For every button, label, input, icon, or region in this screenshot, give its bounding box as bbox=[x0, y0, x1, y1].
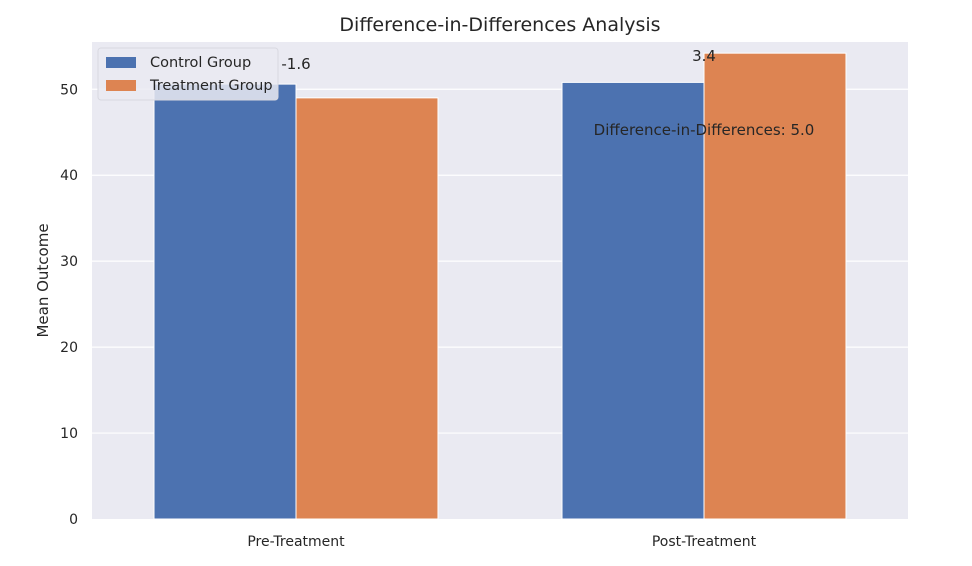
y-tick-label: 50 bbox=[60, 82, 78, 98]
x-tick-label: Pre-Treatment bbox=[247, 534, 345, 550]
y-tick-label: 20 bbox=[60, 340, 78, 356]
tick-labels: 0 10 20 30 40 50 Pre-Treatment Post-Treatment bbox=[60, 82, 756, 550]
y-tick-label: 40 bbox=[60, 168, 78, 184]
legend-label-control: Control Group bbox=[150, 55, 251, 71]
chart-title: Difference-in-Differences Analysis bbox=[339, 14, 660, 36]
legend-swatch-treatment bbox=[106, 80, 136, 91]
bar-treatment-group-1 bbox=[703, 52, 847, 520]
pre-difference-label: -1.6 bbox=[281, 55, 310, 73]
legend: Control Group Treatment Group bbox=[97, 47, 279, 101]
y-tick-label: 0 bbox=[69, 512, 78, 528]
y-tick-label: 30 bbox=[60, 254, 78, 270]
legend-label-treatment: Treatment Group bbox=[149, 78, 273, 94]
y-tick-label: 10 bbox=[60, 426, 78, 442]
bar-treatment-group-0 bbox=[295, 97, 439, 520]
bar-control-group-0 bbox=[153, 83, 297, 520]
legend-swatch-control bbox=[106, 57, 136, 68]
x-tick-label: Post-Treatment bbox=[652, 534, 757, 550]
bar-control-group-1 bbox=[561, 81, 705, 520]
bars bbox=[153, 52, 847, 520]
legend-box bbox=[97, 47, 279, 101]
y-axis-label: Mean Outcome bbox=[34, 223, 52, 337]
post-difference-label: 3.4 bbox=[692, 47, 716, 65]
did-label: Difference-in-Differences: 5.0 bbox=[594, 121, 815, 139]
